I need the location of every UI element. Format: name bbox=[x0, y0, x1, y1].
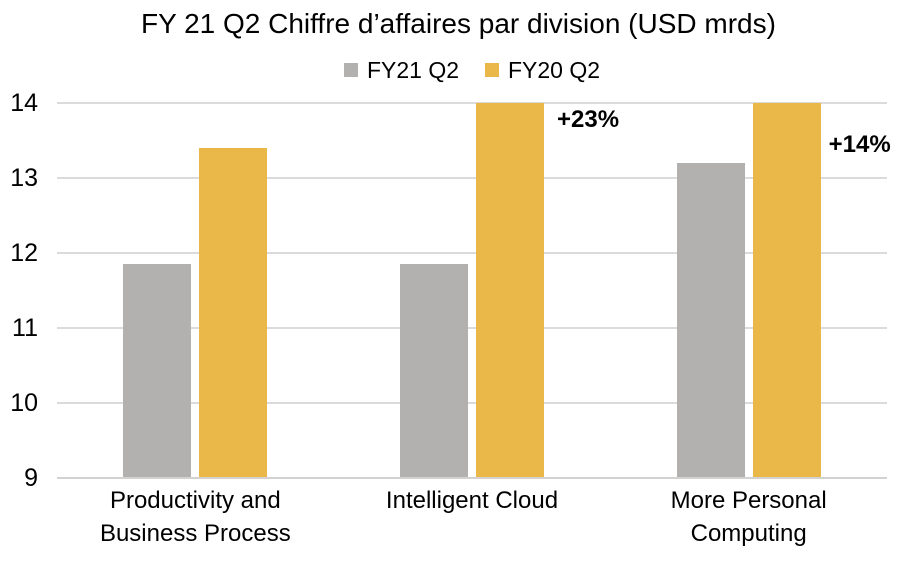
legend-label-fy21-q2: FY21 Q2 bbox=[366, 56, 459, 83]
x-category-label-intelligent-cloud: Intelligent Cloud bbox=[334, 484, 611, 517]
gridline-y-13 bbox=[57, 177, 887, 179]
annotation-intelligent-cloud: +23% bbox=[557, 106, 620, 133]
bar-fy21-q2-intelligent-cloud bbox=[400, 264, 468, 478]
gridline-y-12 bbox=[57, 252, 887, 254]
plot-area: +23% +14% bbox=[57, 102, 891, 479]
y-tick-label-14: 14 bbox=[10, 89, 38, 117]
legend-item-fy20-q2: FY20 Q2 bbox=[485, 57, 600, 84]
y-tick-label-10: 10 bbox=[10, 389, 38, 417]
x-category-label-text: Productivity and Business Process bbox=[99, 487, 291, 547]
gridline-y-11 bbox=[57, 327, 887, 329]
gridline-y-14 bbox=[57, 102, 887, 104]
bar-fy20-q2-productivity-and-business-process bbox=[199, 148, 268, 478]
chart-title: FY 21 Q2 Chiffre d’affaires par division… bbox=[141, 8, 776, 39]
y-tick-label-11: 11 bbox=[12, 314, 38, 342]
legend-label-fy20-q2: FY20 Q2 bbox=[508, 56, 601, 83]
y-tick-label-12: 12 bbox=[10, 239, 38, 267]
bar-fy20-q2-intelligent-cloud bbox=[476, 103, 544, 478]
gridline-y-10 bbox=[57, 402, 887, 404]
y-tick-label-13: 13 bbox=[10, 164, 38, 192]
legend-item-fy21-q2: FY21 Q2 bbox=[343, 56, 459, 84]
bar-fy21-q2-more-personal-computing bbox=[676, 163, 745, 478]
bar-fy20-q2-more-personal-computing bbox=[752, 103, 821, 478]
x-axis-line bbox=[57, 476, 887, 479]
x-category-label-more-personal-computing: More Personal Computing bbox=[610, 484, 887, 550]
annotation-more-personal-computing: +14% bbox=[828, 131, 891, 158]
bar-fy21-q2-productivity-and-business-process bbox=[123, 264, 192, 478]
legend-swatch-fy21-q2 bbox=[343, 63, 358, 77]
x-category-label-text: More Personal Computing bbox=[670, 487, 827, 547]
chart-legend: FY21 Q2 FY20 Q2 bbox=[57, 56, 887, 84]
x-category-label-productivity-and-business-process: Productivity and Business Process bbox=[57, 484, 334, 550]
y-tick-label-9: 9 bbox=[24, 464, 38, 492]
legend-swatch-fy20-q2 bbox=[485, 63, 499, 77]
x-category-label-text: Intelligent Cloud bbox=[385, 487, 559, 514]
